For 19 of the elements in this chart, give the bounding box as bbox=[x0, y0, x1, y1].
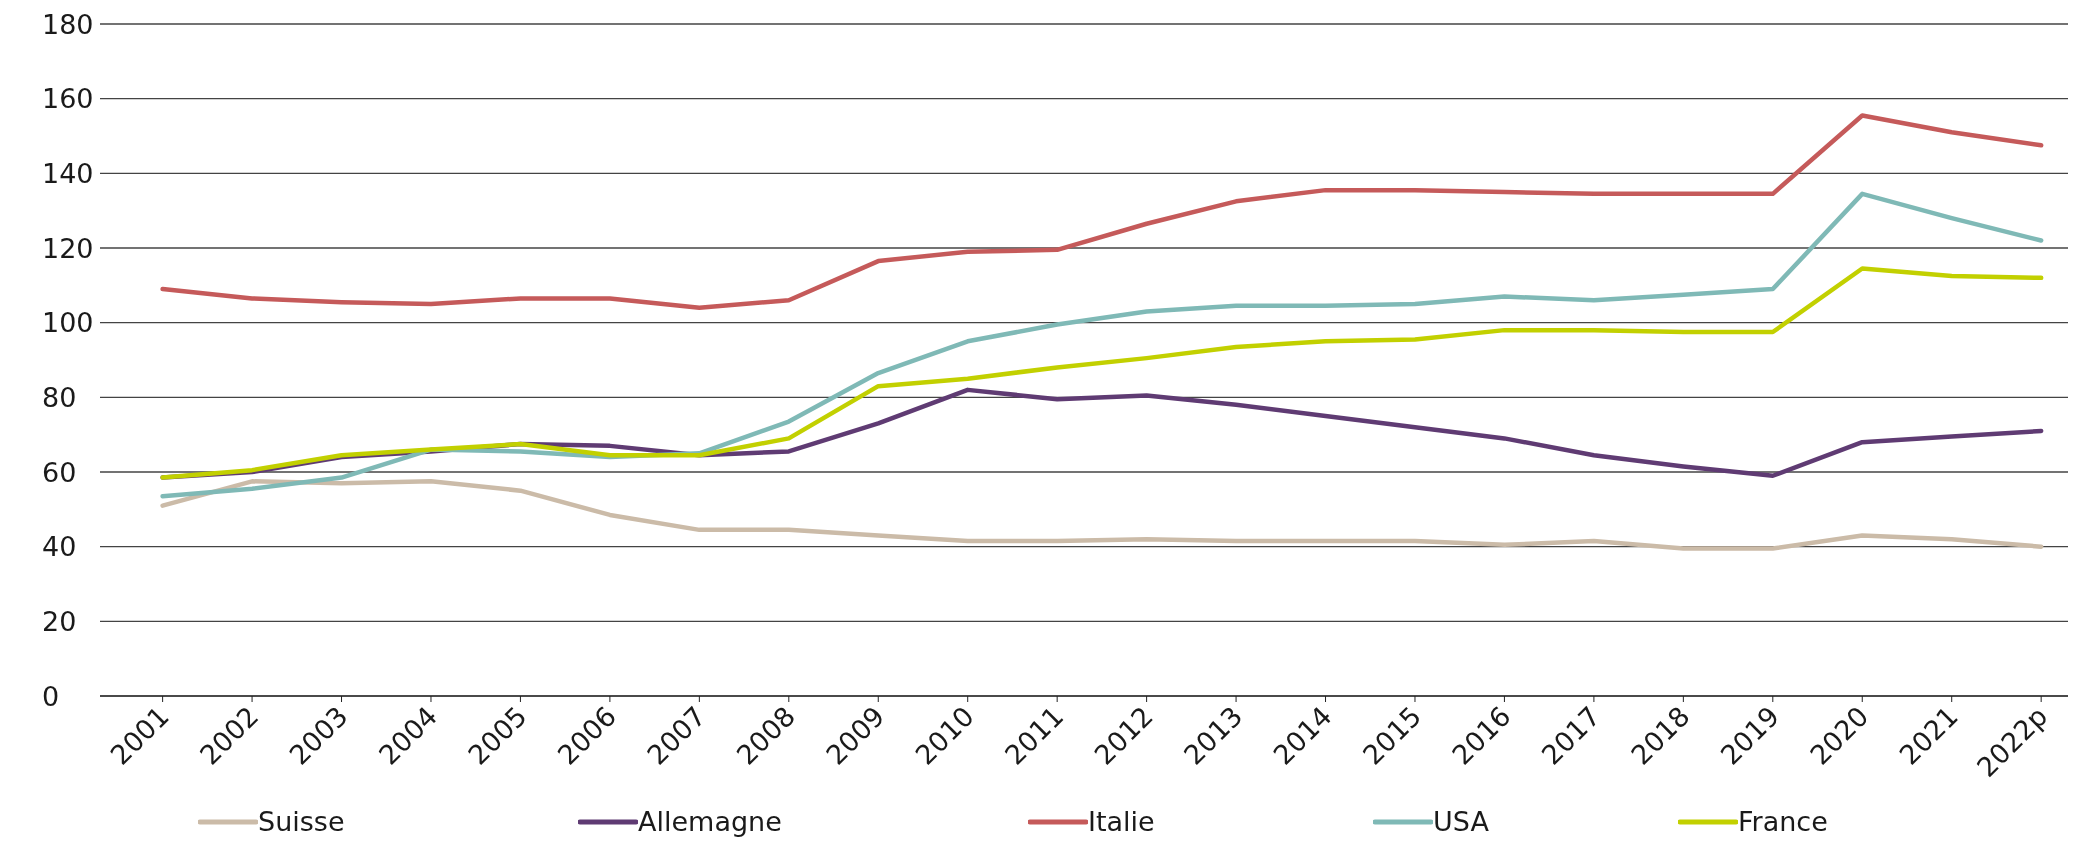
legend-label: Suisse bbox=[258, 806, 345, 837]
y-tick-label: 40 bbox=[42, 531, 77, 563]
line-series bbox=[160, 191, 2044, 499]
y-tick-label: 180 bbox=[42, 8, 94, 40]
y-tick-label: 140 bbox=[42, 157, 94, 189]
legend-label: Italie bbox=[1088, 806, 1155, 837]
y-tick-label: 0 bbox=[42, 680, 60, 712]
y-tick-label: 120 bbox=[42, 232, 94, 264]
y-tick-label: 60 bbox=[42, 456, 77, 488]
y-tick-label: 100 bbox=[42, 307, 94, 339]
y-tick-label: 20 bbox=[42, 605, 77, 637]
y-tick-label: 160 bbox=[42, 83, 94, 115]
line-series bbox=[160, 113, 2044, 310]
line-series bbox=[160, 266, 2044, 480]
y-tick-label: 80 bbox=[42, 381, 77, 413]
legend-label: France bbox=[1738, 806, 1828, 837]
legend-label: Allemagne bbox=[638, 806, 782, 837]
line-series bbox=[160, 479, 2044, 551]
legend-label: USA bbox=[1433, 806, 1489, 837]
